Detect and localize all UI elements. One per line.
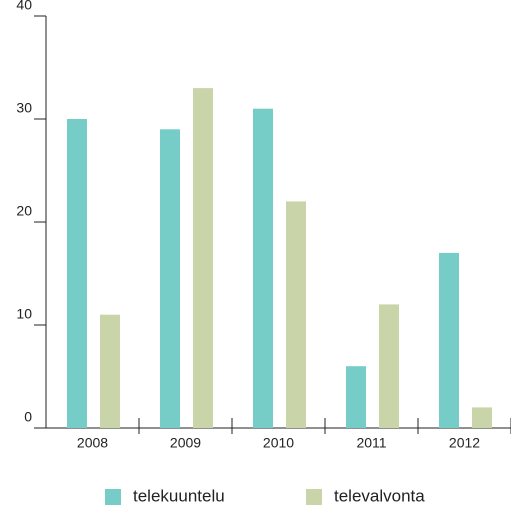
bar: [193, 88, 213, 428]
bar: [379, 304, 399, 428]
legend-swatch: [105, 489, 121, 505]
x-tick-label: 2008: [77, 435, 108, 451]
bar: [346, 366, 366, 428]
bar: [67, 119, 87, 428]
x-tick-label: 2012: [449, 435, 480, 451]
bar: [253, 108, 273, 428]
y-tick-label: 10: [16, 306, 32, 322]
y-tick-label: 0: [24, 409, 32, 425]
legend-swatch: [306, 489, 322, 505]
y-tick-label: 40: [16, 0, 32, 13]
x-tick-label: 2011: [356, 435, 386, 451]
y-tick-label: 20: [16, 203, 32, 219]
bar: [100, 314, 120, 428]
y-tick-label: 30: [16, 100, 32, 116]
legend-label: televalvonta: [334, 486, 425, 505]
x-tick-label: 2010: [263, 435, 294, 451]
bar: [472, 407, 492, 428]
bar: [160, 129, 180, 429]
bar: [286, 201, 306, 428]
legend-label: telekuuntelu: [133, 486, 225, 505]
x-tick-label: 2009: [170, 435, 201, 451]
bar: [439, 252, 459, 428]
